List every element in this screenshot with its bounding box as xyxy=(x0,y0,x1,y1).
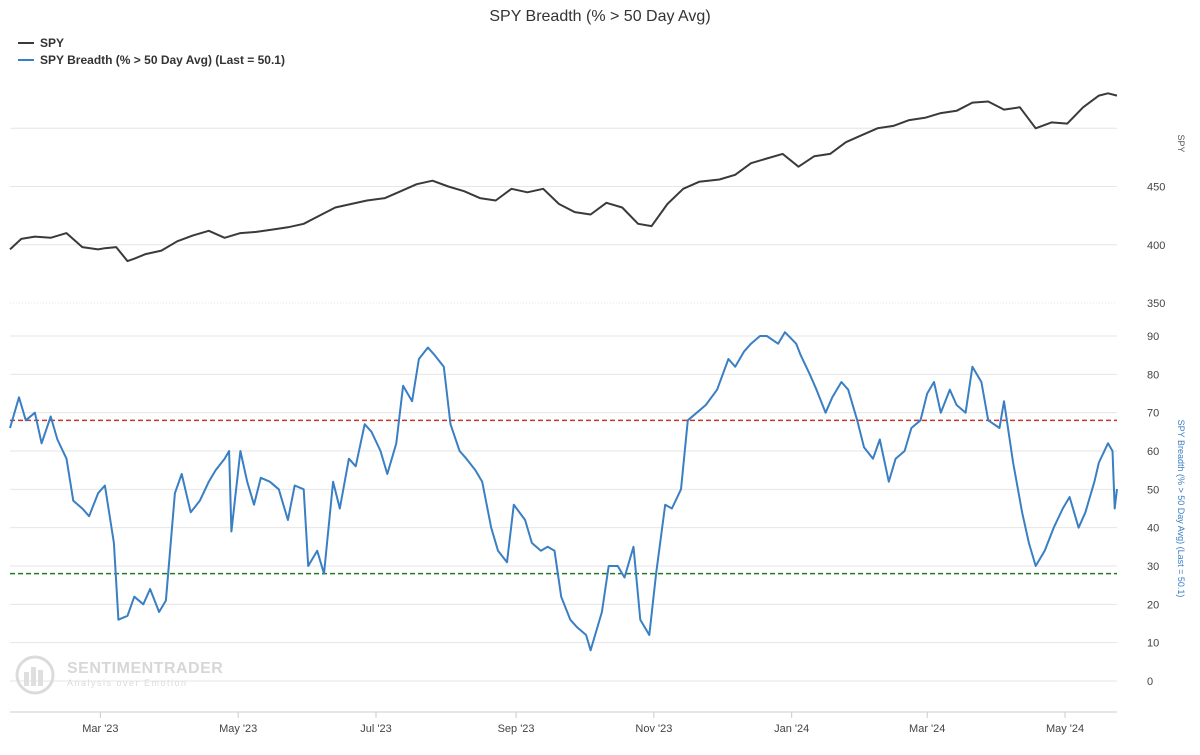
legend-label-spy[interactable]: SPY xyxy=(40,36,64,50)
y-tick-label: 0 xyxy=(1147,676,1153,688)
y-tick-label: 80 xyxy=(1147,369,1159,381)
y-axis-title-breadth: SPY Breadth (% > 50 Day Avg) (Last = 50.… xyxy=(1176,420,1186,598)
y-tick-label: 350 xyxy=(1147,298,1165,310)
watermark-name: SENTIMENTRADER xyxy=(67,660,223,677)
y-axis-title-price: SPY xyxy=(1176,134,1186,152)
y-tick-label: 50 xyxy=(1147,484,1159,496)
x-tick-label: May '24 xyxy=(1046,723,1084,735)
watermark: SENTIMENTRADER Analysis over Emotion xyxy=(15,655,223,695)
y-tick-label: 450 xyxy=(1147,182,1165,194)
y-tick-label: 30 xyxy=(1147,561,1159,573)
series-line-breadth[interactable] xyxy=(9,331,1118,652)
x-tick-label: Sep '23 xyxy=(498,723,535,735)
watermark-logo-icon xyxy=(15,655,55,695)
x-tick-label: May '23 xyxy=(219,723,257,735)
y-tick-label: 90 xyxy=(1147,331,1159,343)
y-tick-label: 60 xyxy=(1147,446,1159,458)
x-tick-label: Mar '24 xyxy=(909,723,945,735)
x-tick-label: Jan '24 xyxy=(774,723,809,735)
y-tick-label: 70 xyxy=(1147,408,1159,420)
watermark-logo-bar-icon xyxy=(38,670,43,686)
watermark-tagline: Analysis over Emotion xyxy=(67,678,188,688)
watermark-logo-bar-icon xyxy=(24,672,29,686)
y-tick-label: 10 xyxy=(1147,638,1159,650)
x-tick-label: Jul '23 xyxy=(360,723,391,735)
y-tick-label: 400 xyxy=(1147,240,1165,252)
series-line-price[interactable] xyxy=(9,92,1118,263)
chart-title: SPY Breadth (% > 50 Day Avg) xyxy=(489,8,710,25)
y-tick-label: 40 xyxy=(1147,523,1159,535)
x-tick-label: Mar '23 xyxy=(82,723,118,735)
legend[interactable]: SPY SPY Breadth (% > 50 Day Avg) (Last =… xyxy=(18,36,285,67)
watermark-logo-bar-icon xyxy=(31,667,36,686)
x-tick-label: Nov '23 xyxy=(635,723,672,735)
y-tick-label: 20 xyxy=(1147,599,1159,611)
plot-area: Mar '23 May '23 Jul '23 Sep '23 Nov '23 Jan '… xyxy=(9,92,1186,735)
legend-label-breadth[interactable]: SPY Breadth (% > 50 Day Avg) (Last = 50.… xyxy=(40,53,285,67)
